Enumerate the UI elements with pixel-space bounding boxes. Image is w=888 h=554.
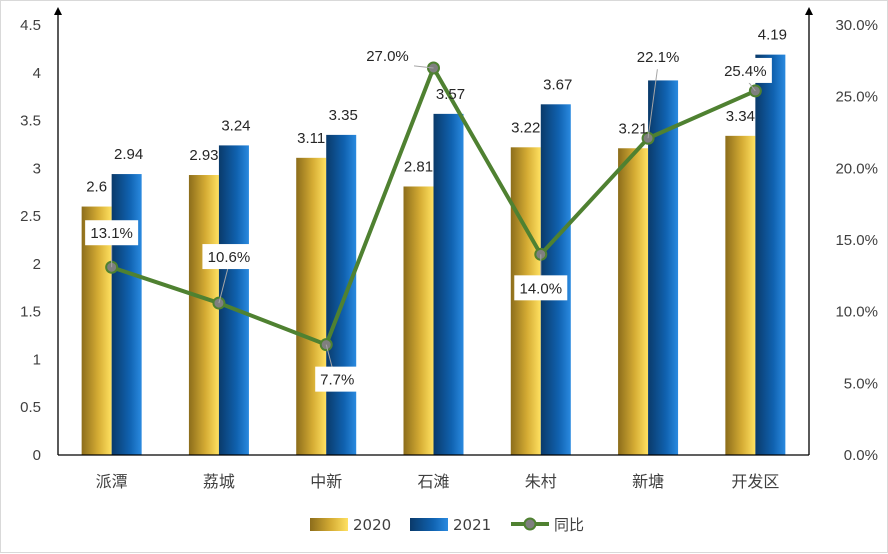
data-label-yoy: 7.7%	[320, 372, 354, 389]
yoy-label-box	[315, 366, 360, 392]
bar-2021-新塘	[648, 80, 679, 455]
y-tick-label: 1.5	[20, 304, 41, 321]
y2-tick-label: 20.0%	[835, 160, 878, 177]
x-tick-label: 荔城	[203, 472, 235, 491]
bar-2020-朱村	[510, 147, 541, 456]
data-label-2020: 3.21	[618, 120, 647, 137]
y-tick-label: 2.5	[20, 208, 41, 225]
yoy-label-box	[85, 220, 139, 246]
data-label-2021: 3.35	[329, 107, 358, 124]
y2-tick-label: 30.0%	[835, 17, 878, 34]
bar-2021-派潭	[111, 174, 142, 456]
legend-swatch-2021	[410, 518, 448, 531]
y-tick-label: 4	[33, 65, 41, 82]
data-labels-layer: 2.6 2.94 2.933.24 3.113.35 2.81 3.57 3.22 3.67 3…	[85, 27, 787, 392]
data-label-2020: 2.93	[189, 147, 218, 164]
yoy-label-box	[718, 57, 772, 83]
legend-marker-yoy	[523, 517, 537, 531]
y-tick-label: 1	[33, 351, 41, 368]
y-tick-label: 0.5	[20, 399, 41, 416]
yoy-label-box	[514, 275, 568, 301]
y-tick-label: 3.5	[20, 113, 41, 130]
bar-2020-新塘	[618, 148, 649, 455]
data-label-yoy: 27.0%	[366, 48, 409, 65]
data-label-yoy: 25.4%	[724, 63, 767, 80]
yoy-label-box	[202, 244, 256, 270]
legend-label-yoy: 同比	[554, 516, 584, 534]
x-tick-label: 朱村	[525, 472, 557, 491]
data-label-2021: 4.19	[758, 27, 787, 44]
bar-2021-石滩	[433, 113, 464, 455]
yoy-label-box	[361, 43, 414, 68]
x-tick-label: 石滩	[417, 472, 449, 491]
x-tick-label: 开发区	[731, 472, 779, 491]
legend-swatch-2020	[310, 518, 348, 531]
yoy-label-box	[631, 44, 685, 70]
bar-2020-荔城	[188, 175, 219, 455]
data-label-2020: 2.6	[86, 179, 107, 196]
data-label-yoy: 22.1%	[637, 49, 680, 66]
y-tick-label: 4.5	[20, 17, 41, 34]
bar-2020-派潭	[81, 206, 112, 455]
x-tick-label: 中新	[310, 472, 342, 491]
data-label-2021: 3.24	[221, 117, 250, 134]
bar-2020-中新	[296, 157, 327, 456]
y-tick-label: 3	[33, 160, 41, 177]
data-label-2020: 3.11	[297, 130, 325, 147]
bar-2021-中新	[326, 134, 357, 455]
data-label-2020: 3.22	[511, 119, 540, 136]
x-tick-label: 派潭	[96, 472, 128, 491]
yoy-leader-line	[218, 263, 230, 304]
data-label-2020: 2.81	[404, 158, 433, 175]
x-tick-label: 新塘	[632, 472, 664, 491]
legend-label-2020: 2020	[353, 516, 391, 534]
bars-layer	[81, 54, 786, 456]
bar-2021-开发区	[755, 54, 786, 455]
data-label-2021: 2.94	[114, 146, 143, 163]
y2-tick-label: 25.0%	[835, 89, 878, 106]
data-label-2020: 3.34	[726, 108, 755, 125]
legend-label-2021: 2021	[453, 516, 491, 534]
data-label-2021: 3.67	[543, 76, 572, 93]
legend: 2020 2021 同比	[310, 516, 584, 534]
data-label-yoy: 13.1%	[90, 225, 133, 242]
y2-tick-label: 10.0%	[835, 304, 878, 321]
y2-tick-label: 0.0%	[844, 447, 878, 464]
data-label-2021: 3.57	[436, 86, 465, 103]
bar-2020-石滩	[403, 186, 434, 455]
y-tick-label: 0	[33, 447, 41, 464]
y2-tick-label: 5.0%	[844, 375, 878, 392]
axes-layer: 0 0.5 1 1.5 2 2.5 3 3.5 4 4.5 0.0% 5.0% 10.0% 15.0% 20…	[20, 7, 878, 491]
data-label-yoy: 14.0%	[520, 280, 563, 297]
y2-tick-label: 15.0%	[835, 232, 878, 249]
yoy-leader-line	[647, 64, 659, 139]
bar-2020-开发区	[725, 135, 756, 455]
y-tick-label: 2	[33, 256, 41, 273]
data-label-yoy: 10.6%	[208, 249, 251, 266]
